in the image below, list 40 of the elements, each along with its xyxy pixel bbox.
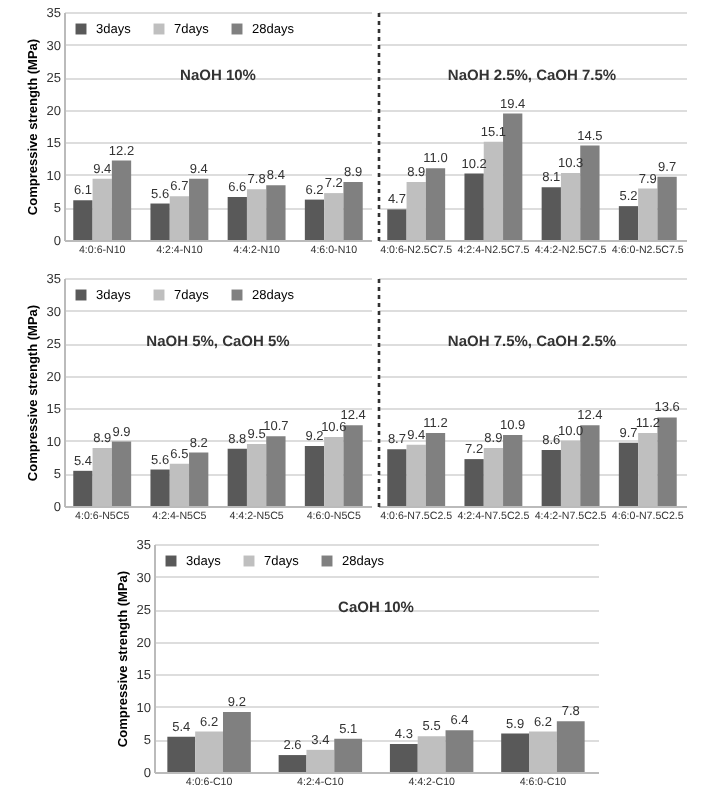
bar [304,199,325,240]
bar [464,459,484,506]
bar [189,178,209,240]
bar [425,168,446,240]
bar [541,187,561,240]
bar [227,197,247,240]
bar [189,452,209,506]
bar [580,145,600,240]
bar [343,182,363,240]
bar [266,436,286,506]
bar [278,755,307,772]
bar [425,433,446,506]
bar [580,425,600,506]
bar [501,733,530,772]
bar [618,206,639,240]
bar [266,185,286,240]
bar [387,209,407,240]
bar [445,730,474,772]
bar [618,442,639,506]
bar [556,721,585,772]
bar [111,441,132,506]
bar [657,176,677,240]
bar [503,113,523,240]
bar [167,736,196,772]
bar [503,434,523,506]
bar [73,200,93,240]
bar [227,448,247,506]
bar [150,203,170,240]
bar [150,469,170,506]
bar [334,738,363,772]
bar [387,449,407,506]
bar [464,173,484,240]
bar [222,712,251,772]
bar [343,425,363,506]
bar [73,470,93,506]
bar [304,446,325,506]
bar [111,160,132,240]
bar [541,449,561,506]
bar [389,743,418,772]
bar [657,417,677,506]
